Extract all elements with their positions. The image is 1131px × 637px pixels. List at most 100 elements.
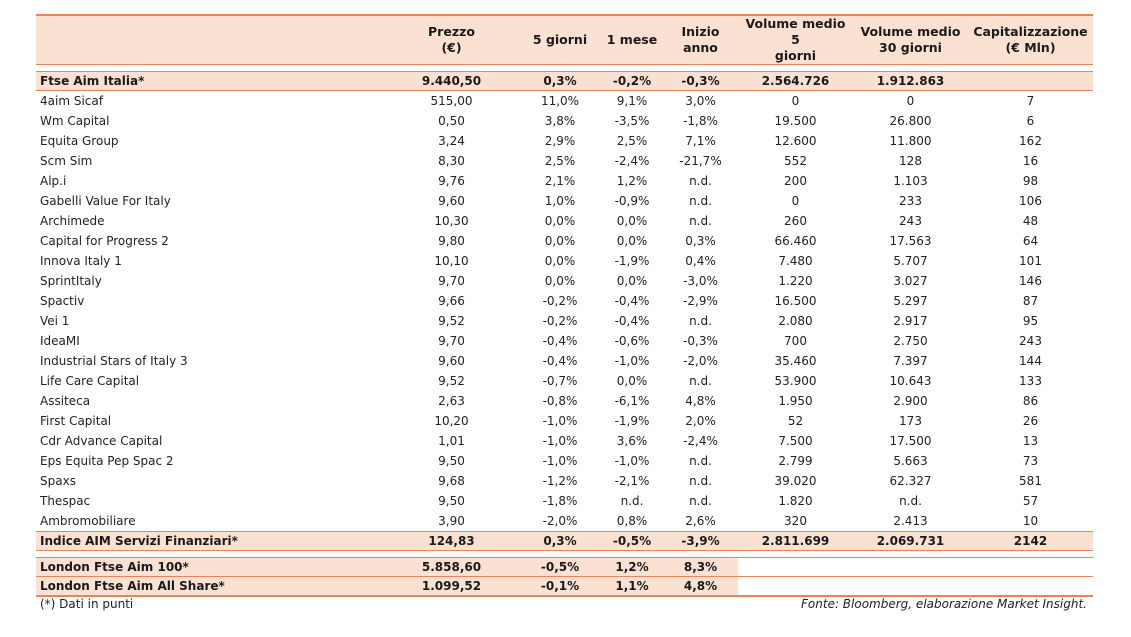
table-cell: London Ftse Aim 100* (36, 557, 384, 577)
table-cell: 1,1% (601, 576, 663, 597)
table-cell: First Capital (40, 414, 112, 428)
table-cell: 1.820 (778, 494, 813, 508)
table-cell: -3,9% (663, 531, 738, 551)
empty-cell (853, 557, 968, 577)
table-cell: 7.480 (778, 254, 813, 268)
table-cell: n.d. (689, 174, 712, 188)
table-cell: -3,0% (683, 274, 718, 288)
table-cell: 7.397 (893, 354, 928, 368)
table-cell: 0 (906, 94, 915, 108)
table-cell: -1,9% (614, 254, 650, 268)
table-cell: 2.413 (893, 514, 928, 528)
table-cell: 2,5% (544, 154, 576, 168)
table-cell: -1,0% (542, 434, 578, 448)
table-cell: 10,20 (434, 414, 469, 428)
table-cell: 35.460 (774, 354, 817, 368)
table-cell: 9,70 (438, 334, 465, 348)
table-row: Assiteca 2,63 -0,8% -6,1% 4,8% 1.950 2.900 86 (36, 391, 1093, 411)
table-cell: Capital for Progress 2 (40, 234, 169, 248)
table-cell: 1.103 (893, 174, 928, 188)
table-cell: 320 (784, 514, 807, 528)
table-cell: Gabelli Value For Italy (40, 194, 171, 208)
table-cell: 2.080 (778, 314, 813, 328)
table-cell: n.d. (689, 314, 712, 328)
table-cell: -0,8% (542, 394, 578, 408)
table-cell: 515,00 (430, 94, 473, 108)
table-cell: Spactiv (40, 294, 85, 308)
table-cell: 8,30 (438, 154, 465, 168)
table-cell: n.d. (899, 494, 922, 508)
table-cell: -2,0% (683, 354, 718, 368)
table-container: Prezzo (€) 5 giorni 1 mese Inizio anno Volume… (36, 14, 1093, 597)
empty-cell (968, 557, 1093, 577)
index-row-london-aim-all-share: London Ftse Aim All Share* 1.099,52 -0,1% 1… (36, 576, 1093, 597)
table-cell: SprintItaly (40, 274, 102, 288)
table-cell: 53.900 (774, 374, 817, 388)
table-cell: 87 (1022, 294, 1039, 308)
table-cell: -1,2% (542, 474, 578, 488)
spacer-cell (36, 550, 1093, 558)
table-cell: -0,4% (542, 354, 578, 368)
table-cell: Scm Sim (40, 154, 93, 168)
table-cell: n.d. (689, 374, 712, 388)
table-cell: 144 (1019, 354, 1042, 368)
table-cell: 52 (787, 414, 804, 428)
table-cell: 2.750 (893, 334, 928, 348)
table-cell: 0,0% (616, 374, 648, 388)
table-cell: 0 (791, 94, 800, 108)
table-cell: 6 (1026, 114, 1035, 128)
table-cell: -1,0% (542, 414, 578, 428)
table-cell: 10,10 (434, 254, 469, 268)
table-cell: 233 (899, 194, 922, 208)
table-cell: 9.440,50 (384, 71, 519, 91)
table-cell: 7 (1026, 94, 1035, 108)
table-cell: 9,50 (438, 494, 465, 508)
table-cell: 64 (1022, 234, 1039, 248)
spacer-row (36, 64, 1093, 72)
table-cell: 1,0% (544, 194, 576, 208)
table-cell: 0,0% (544, 234, 576, 248)
table-cell: Equita Group (40, 134, 119, 148)
header-row: Prezzo (€) 5 giorni 1 mese Inizio anno Volume… (36, 14, 1093, 65)
table-cell: 0,0% (544, 214, 576, 228)
table-cell: 2,5% (616, 134, 648, 148)
table-cell: 2.799 (778, 454, 813, 468)
table-cell: -0,9% (614, 194, 650, 208)
footnote: (*) Dati in punti (40, 597, 134, 611)
table-cell: 3,0% (685, 94, 716, 108)
empty-cell (968, 576, 1093, 597)
table-cell: 2.811.699 (738, 531, 853, 551)
table-cell: 26.800 (889, 114, 932, 128)
table-row: Gabelli Value For Italy 9,60 1,0% -0,9% n.d.… (36, 191, 1093, 211)
table-cell: 57 (1022, 494, 1039, 508)
table-cell: 2.564.726 (738, 71, 853, 91)
table-cell: -1,0% (614, 454, 650, 468)
index-row-aim-servizi-finanziari: Indice AIM Servizi Finanziari* 124,83 0,3%… (36, 531, 1093, 551)
table-row: IdeaMI 9,70 -0,4% -0,6% -0,3% 700 2.750 243 (36, 331, 1093, 351)
table-cell: 0,8% (616, 514, 648, 528)
column-header: Prezzo (€) (384, 14, 519, 65)
table-cell: 4,8% (663, 576, 738, 597)
table-cell: -21,7% (679, 154, 722, 168)
table-cell: Innova Italy 1 (40, 254, 122, 268)
table-cell: 0,0% (616, 274, 648, 288)
table-cell: 9,60 (438, 354, 465, 368)
table-cell: 124,83 (384, 531, 519, 551)
table-cell: -0,4% (614, 314, 650, 328)
table-cell: London Ftse Aim All Share* (36, 576, 384, 597)
table-cell: -2,1% (614, 474, 650, 488)
table-cell: 9,60 (438, 194, 465, 208)
empty-cell (738, 576, 853, 597)
table-cell: 9,52 (438, 374, 465, 388)
table-cell: 66.460 (774, 234, 817, 248)
table-cell: n.d. (689, 194, 712, 208)
table-cell: -3,5% (614, 114, 650, 128)
table-cell: 73 (1022, 454, 1039, 468)
table-cell: 2,1% (544, 174, 576, 188)
column-header: 1 mese (601, 14, 663, 65)
table-cell: 2,6% (685, 514, 716, 528)
table-cell: Life Care Capital (40, 374, 140, 388)
table-row: Spactiv 9,66 -0,2% -0,4% -2,9% 16.500 5.297 87 (36, 291, 1093, 311)
table-cell: 95 (1022, 314, 1039, 328)
table-cell: 98 (1022, 174, 1039, 188)
